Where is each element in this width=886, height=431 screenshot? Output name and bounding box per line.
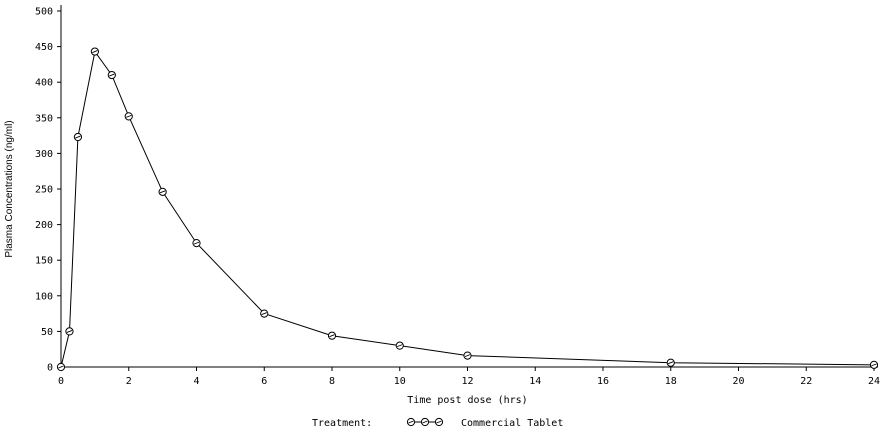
y-axis-label: Plasma Concentrations (ng/ml) bbox=[4, 120, 15, 257]
legend-marker bbox=[406, 417, 416, 427]
y-tick-label: 300 bbox=[35, 149, 53, 160]
axes bbox=[60, 5, 878, 368]
data-point bbox=[90, 47, 99, 56]
data-point bbox=[158, 187, 167, 196]
x-tick-label: 22 bbox=[800, 376, 812, 387]
x-tick-label: 8 bbox=[329, 376, 335, 387]
data-point bbox=[395, 341, 404, 350]
data-point bbox=[56, 362, 66, 372]
series-line bbox=[60, 50, 875, 368]
y-tick-label: 400 bbox=[35, 78, 53, 89]
data-point bbox=[666, 358, 675, 367]
x-tick-label: 4 bbox=[193, 376, 199, 387]
x-tick-label: 2 bbox=[126, 376, 132, 387]
legend-marker bbox=[420, 417, 430, 427]
x-tick-label: 24 bbox=[868, 376, 880, 387]
x-ticks: 0 2 4 6 8 10 12 14 16 18 20 22 24 bbox=[58, 367, 880, 387]
y-tick-label: 0 bbox=[47, 363, 53, 374]
y-ticks: 0 50 100 150 200 250 300 350 400 450 500 bbox=[35, 7, 61, 374]
data-point bbox=[192, 239, 201, 248]
data-point bbox=[107, 70, 116, 80]
x-tick-label: 18 bbox=[665, 376, 677, 387]
x-tick-label: 10 bbox=[394, 376, 406, 387]
x-tick-label: 12 bbox=[461, 376, 473, 387]
x-axis-label: Time post dose (hrs) bbox=[407, 395, 527, 406]
legend: Treatment: Commercial Tablet bbox=[312, 417, 563, 429]
data-point bbox=[73, 132, 83, 142]
y-tick-label: 450 bbox=[35, 42, 53, 53]
data-point bbox=[124, 112, 133, 121]
data-point bbox=[65, 327, 74, 336]
legend-title: Treatment: bbox=[312, 418, 372, 429]
y-tick-label: 50 bbox=[41, 327, 53, 338]
x-tick-label: 16 bbox=[597, 376, 609, 387]
y-tick-label: 150 bbox=[35, 256, 53, 267]
y-tick-label: 250 bbox=[35, 185, 53, 196]
data-point bbox=[327, 331, 337, 340]
data-point bbox=[463, 351, 472, 360]
x-tick-label: 20 bbox=[732, 376, 744, 387]
legend-entry-label: Commercial Tablet bbox=[461, 418, 563, 429]
y-tick-label: 100 bbox=[35, 291, 53, 302]
data-point bbox=[260, 309, 269, 318]
legend-marker bbox=[434, 417, 444, 427]
y-tick-label: 350 bbox=[35, 113, 53, 124]
x-tick-label: 6 bbox=[261, 376, 267, 387]
x-tick-label: 14 bbox=[529, 376, 541, 387]
series-layer bbox=[56, 47, 879, 372]
data-point bbox=[869, 360, 879, 369]
y-tick-label: 200 bbox=[35, 220, 53, 231]
x-tick-label: 0 bbox=[58, 376, 64, 387]
y-tick-label: 500 bbox=[35, 7, 53, 18]
legend-swatch bbox=[406, 417, 444, 427]
